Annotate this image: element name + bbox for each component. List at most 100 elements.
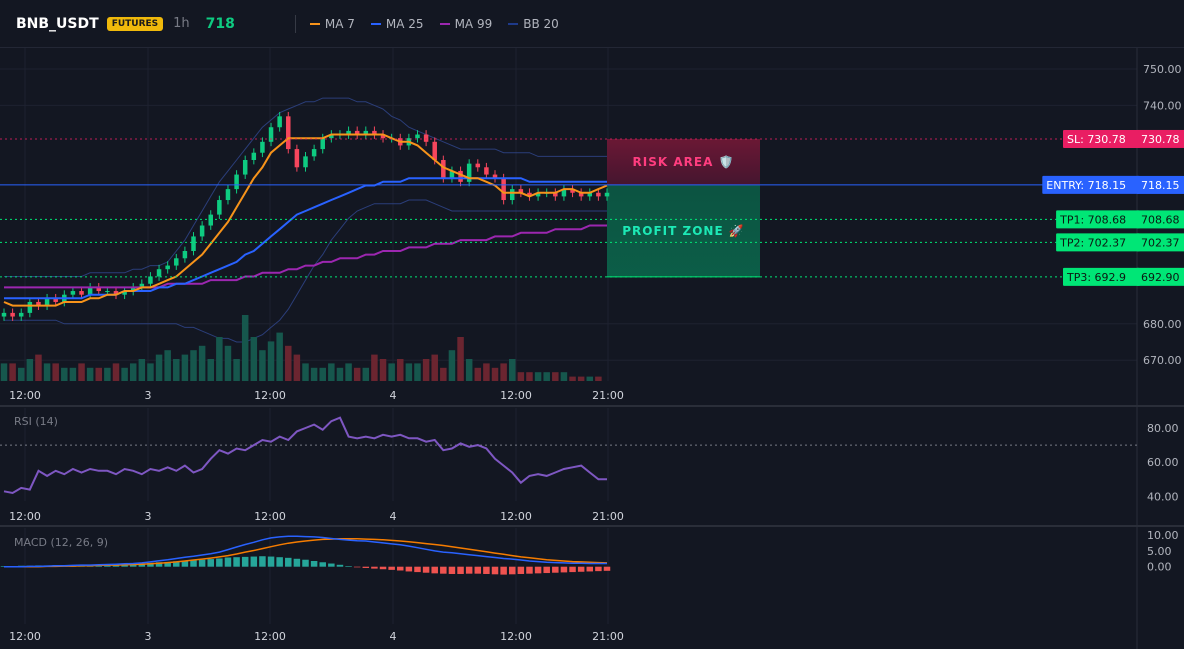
macd-histogram-bar (267, 556, 275, 567)
price-tick-label: 750.00 (1143, 63, 1182, 76)
volume-bar (388, 363, 395, 381)
legend-ma7[interactable]: MA 7 (309, 17, 355, 31)
symbol-label[interactable]: BNB_USDT (16, 15, 99, 32)
trade-levels: SL: 730.78 730.78 ENTRY: 718.15 718.15 TP1: … (0, 129, 1184, 286)
timeframe-label[interactable]: 1h (173, 16, 190, 31)
rsi-time-label: 4 (390, 510, 397, 523)
legend-ma99[interactable]: MA 99 (439, 16, 493, 31)
candle-body (268, 127, 274, 142)
legend-bb20[interactable]: BB 20 (508, 17, 559, 31)
macd-time-label: 12:00 (500, 630, 532, 643)
candle-body (423, 134, 429, 142)
candle-body (294, 149, 300, 168)
macd-histogram-bar (276, 557, 283, 567)
axis-tag-bg-entry (1137, 175, 1184, 194)
volume-bar (155, 354, 163, 381)
rsi-tick-label: 40.00 (1147, 490, 1179, 503)
rsi-time-label: 21:00 (592, 510, 624, 523)
candle-body (10, 312, 15, 317)
macd-histogram-bar (233, 557, 240, 567)
volume-bar (190, 350, 197, 381)
legend-ma99-label: MA 99 (454, 16, 493, 31)
candlesticks (1, 111, 610, 321)
bb-lower-band (4, 199, 607, 343)
candle-body (174, 258, 179, 266)
volume-bar (517, 372, 525, 381)
macd-histogram-bar (328, 563, 335, 567)
candle-body (182, 251, 188, 259)
volume-bar (216, 337, 223, 381)
volume-bar (0, 363, 8, 381)
trade-zones: RISK AREA 🛡️ PROFIT ZONE 🚀 (607, 138, 760, 278)
rsi-time-label: 3 (145, 510, 152, 523)
rsi-time-label: 12:00 (254, 510, 286, 523)
macd-histogram-bar (147, 562, 154, 567)
volume-bar (129, 363, 137, 381)
volume-bar (241, 315, 249, 381)
trading-chart[interactable]: RISK AREA 🛡️ PROFIT ZONE 🚀 SL: 730.78 730.… (0, 48, 1184, 649)
candle-body (527, 192, 532, 197)
macd-histogram-bar (173, 561, 180, 567)
volume-bar (112, 363, 120, 381)
volume-bar (302, 363, 309, 381)
rsi-panel: RSI (14) 80.00 60.00 40.00 12:00 3 12:00 4 12:00… (0, 415, 1179, 523)
volume-bar (224, 345, 232, 381)
candle-body (535, 192, 541, 197)
price-tick-label: 740.00 (1143, 99, 1182, 112)
volume-bar (440, 367, 447, 381)
volume-bar (595, 376, 602, 381)
level-tag-tp3: TP3: 692.9 (1066, 271, 1126, 284)
candle-body (139, 283, 145, 288)
price-tick-label: 670.00 (1143, 354, 1182, 367)
macd-time-label: 21:00 (592, 630, 624, 643)
macd-histogram-bar (526, 566, 533, 574)
volume-bar (508, 359, 516, 381)
ma25-line (4, 177, 607, 300)
macd-histogram-bar (345, 566, 352, 567)
macd-histogram-bar (405, 566, 413, 572)
candle-body (18, 312, 24, 317)
candle-body (596, 192, 601, 197)
candle-body (199, 225, 205, 237)
candle-body (1, 312, 7, 317)
volume-bar (52, 363, 59, 381)
legend-bb20-label: BB 20 (523, 16, 559, 31)
candle-body (458, 170, 463, 182)
macd-line (4, 535, 607, 568)
bollinger-bands (4, 97, 607, 343)
macd-time-label: 4 (390, 630, 397, 643)
volume-bar (198, 345, 206, 381)
candle-body (509, 189, 515, 201)
macd-histogram-bar (422, 566, 430, 573)
volume-bar (431, 354, 438, 381)
rsi-time-label: 12:00 (9, 510, 41, 523)
level-tag-sl: SL: 730.78 (1067, 133, 1126, 146)
volume-bar (543, 372, 550, 381)
candle-body (518, 189, 524, 193)
candle-body (432, 141, 437, 160)
candle-body (53, 298, 58, 302)
futures-badge: FUTURES (106, 16, 164, 31)
macd-histogram-bar (560, 566, 568, 573)
candle-body (501, 178, 506, 201)
candle-body (44, 298, 50, 306)
macd-histogram-bar (569, 566, 576, 573)
candle-body (354, 130, 360, 135)
candle-body (475, 163, 481, 168)
macd-histogram-bar (371, 566, 378, 569)
volume-bar (69, 367, 77, 381)
volume-bar (483, 363, 490, 381)
macd-histogram-bar (552, 566, 559, 573)
candle-body (96, 287, 102, 292)
candle-body (604, 192, 610, 197)
rsi-tick-label: 60.00 (1147, 456, 1179, 469)
macd-histogram-bar (397, 566, 404, 571)
candle-body (251, 152, 257, 160)
macd-histogram-bar (207, 559, 214, 567)
macd-histogram-bar (491, 566, 499, 575)
macd-histogram-bar (224, 557, 232, 567)
rsi-line (3, 416, 607, 495)
macd-histogram-bar (379, 566, 387, 570)
candle-body (70, 291, 76, 295)
legend-ma25[interactable]: MA 25 (370, 17, 424, 31)
